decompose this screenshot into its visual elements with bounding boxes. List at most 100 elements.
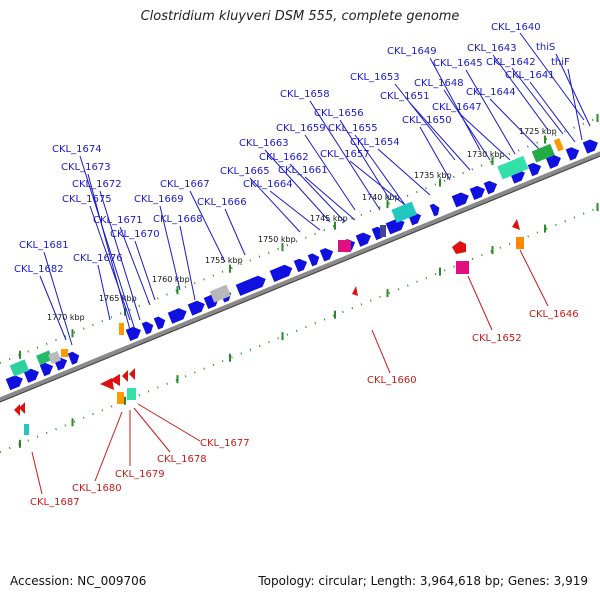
gene-label[interactable]: CKL_1663 xyxy=(239,138,289,149)
gene-label[interactable]: CKL_1645 xyxy=(433,58,483,69)
feature-shape xyxy=(497,155,529,180)
forward-leader-line xyxy=(567,68,583,141)
forward-gene-arrow xyxy=(355,232,371,247)
gene-label[interactable]: CKL_1668 xyxy=(153,214,203,225)
gene-label[interactable]: CKL_1647 xyxy=(432,102,482,113)
gene-label[interactable]: CKL_1674 xyxy=(52,144,102,155)
forward-gene-arrow xyxy=(469,185,485,200)
forward-leader-line xyxy=(349,160,406,206)
accession-text: Accession: NC_009706 xyxy=(10,574,147,588)
gene-label[interactable]: CKL_1644 xyxy=(466,87,516,98)
forward-leader-line xyxy=(529,81,576,143)
gene-label[interactable]: CKL_1670 xyxy=(110,229,160,240)
gene-shape xyxy=(293,258,308,273)
gene-label[interactable]: CKL_1671 xyxy=(93,215,143,226)
genome-summary-text: Topology: circular; Length: 3,964,618 bp… xyxy=(258,574,588,588)
feature-box xyxy=(61,349,68,357)
gene-label[interactable]: CKL_1679 xyxy=(115,469,165,480)
feature-box xyxy=(391,201,418,223)
forward-leader-line xyxy=(429,57,481,151)
gene-label[interactable]: CKL_1676 xyxy=(73,253,123,264)
forward-leader-line xyxy=(511,67,564,135)
feature-box xyxy=(456,261,469,274)
reverse-leader-line xyxy=(137,403,201,442)
gene-label[interactable]: CKL_1665 xyxy=(220,166,270,177)
gene-label[interactable]: CKL_1650 xyxy=(402,115,452,126)
forward-leader-line xyxy=(249,177,301,233)
gene-label[interactable]: CKL_1680 xyxy=(72,483,122,494)
feature-box xyxy=(119,323,124,335)
reverse-gene-arrow xyxy=(122,370,128,382)
gene-label[interactable]: CKL_1642 xyxy=(486,57,536,68)
gene-label[interactable]: CKL_1659 xyxy=(276,123,326,134)
reverse-leader-line xyxy=(519,249,549,307)
gene-label[interactable]: CKL_1681 xyxy=(19,240,69,251)
forward-gene-arrow xyxy=(307,253,320,267)
feature-box xyxy=(117,392,124,404)
gene-label[interactable]: CKL_1672 xyxy=(72,179,122,190)
gene-label[interactable]: CKL_1667 xyxy=(160,179,210,190)
feature-shape xyxy=(36,350,53,365)
forward-leader-line xyxy=(555,53,591,127)
gene-label[interactable]: CKL_1651 xyxy=(380,91,430,102)
reverse-gene-arrow xyxy=(452,241,466,254)
gene-label[interactable]: CKL_1660 xyxy=(367,375,417,386)
gene-shape xyxy=(153,316,166,330)
gene-label[interactable]: CKL_1675 xyxy=(62,194,112,205)
forward-gene-arrow xyxy=(141,321,154,335)
forward-leader-line xyxy=(309,100,381,211)
gene-label[interactable]: CKL_1664 xyxy=(243,179,293,190)
gene-label[interactable]: CKL_1640 xyxy=(491,22,541,33)
gene-label[interactable]: CKL_1658 xyxy=(280,89,330,100)
tick-label: 1750 kbp xyxy=(258,235,296,244)
gene-shape xyxy=(141,321,154,335)
dna-backbone-shadow xyxy=(0,155,600,403)
gene-label[interactable]: CKL_1641 xyxy=(505,70,555,81)
gene-label[interactable]: CKL_1652 xyxy=(472,333,522,344)
forward-gene-labels: CKL_1640 thiS CKL_1643 CKL_1642 thiF CKL… xyxy=(14,22,570,275)
gene-label[interactable]: CKL_1643 xyxy=(467,43,517,54)
gene-label[interactable]: CKL_1682 xyxy=(14,264,64,275)
forward-leader-line xyxy=(89,205,131,321)
forward-gene-arrow xyxy=(385,218,405,235)
gene-label[interactable]: thiS xyxy=(536,42,555,53)
gene-label[interactable]: CKL_1653 xyxy=(350,72,400,83)
gene-label[interactable]: CKL_1662 xyxy=(259,152,309,163)
gene-label[interactable]: CKL_1661 xyxy=(278,165,328,176)
gene-label[interactable]: CKL_1666 xyxy=(197,197,247,208)
upper-scale-track xyxy=(0,116,600,364)
dna-backbone xyxy=(0,151,600,403)
gene-shape xyxy=(39,362,54,377)
forward-gene-arrow xyxy=(527,162,542,177)
forward-leader-line xyxy=(39,275,67,341)
gene-label[interactable]: CKL_1648 xyxy=(414,78,464,89)
forward-gene-arrow xyxy=(153,316,166,330)
gene-label[interactable]: CKL_1646 xyxy=(529,309,579,320)
gene-label[interactable]: CKL_1687 xyxy=(30,497,80,508)
forward-leader-line xyxy=(492,54,549,131)
gene-shape xyxy=(23,368,39,383)
forward-leader-line xyxy=(159,205,181,291)
gene-label[interactable]: CKL_1649 xyxy=(387,46,437,57)
tick-label: 1770 kbp xyxy=(47,313,85,322)
reverse-gene-arrow xyxy=(512,219,520,230)
gene-label[interactable]: thiF xyxy=(551,57,570,68)
gene-label[interactable]: CKL_1678 xyxy=(157,454,207,465)
forward-leader-line xyxy=(465,69,516,155)
reverse-leader-line xyxy=(133,407,171,453)
forward-leader-line xyxy=(134,240,156,301)
forward-gene-arrow xyxy=(451,192,469,208)
gene-shape xyxy=(125,326,141,342)
gene-label[interactable]: CKL_1657 xyxy=(320,149,370,160)
forward-gene-arrow xyxy=(235,275,266,296)
gene-label[interactable]: CKL_1673 xyxy=(61,162,111,173)
gene-label[interactable]: CKL_1677 xyxy=(200,438,250,449)
gene-label[interactable]: CKL_1669 xyxy=(134,194,184,205)
tick-label: 1725 kbp xyxy=(519,127,557,136)
gene-label[interactable]: CKL_1654 xyxy=(350,137,400,148)
gene-label[interactable]: CKL_1655 xyxy=(328,123,378,134)
forward-leader-line xyxy=(119,226,151,306)
gene-label[interactable]: CKL_1656 xyxy=(314,108,364,119)
gene-shape xyxy=(451,192,469,208)
tick-label: 1760 kbp xyxy=(152,275,190,284)
